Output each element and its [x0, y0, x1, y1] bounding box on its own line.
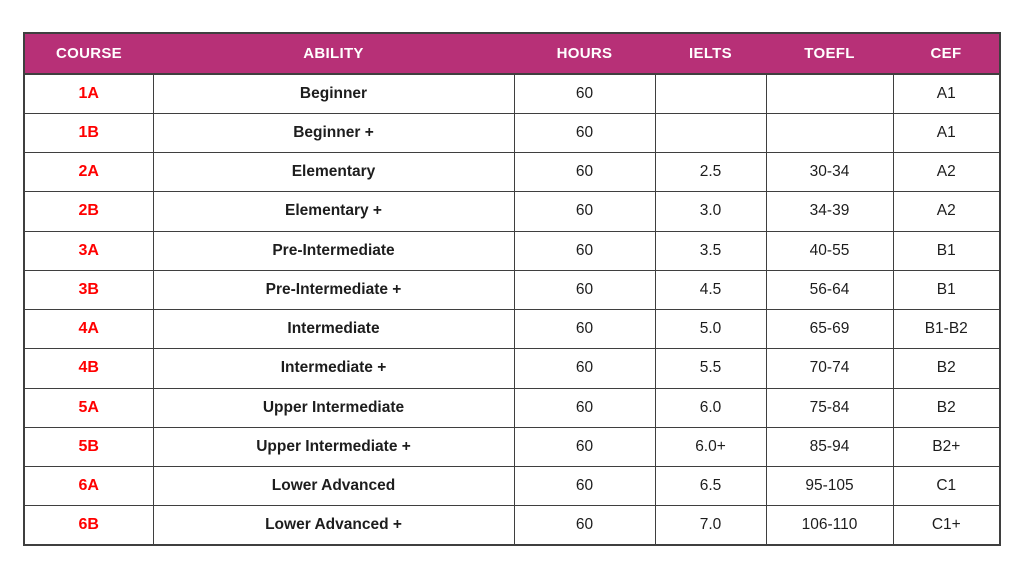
- column-header-ielts: IELTS: [655, 33, 766, 75]
- cell-4a-toefl: 65-69: [765, 308, 894, 350]
- table-row-6a: 6A Lower Advanced 60 6.5 95-105 C1: [23, 465, 1001, 507]
- cell-6a-cef: C1: [892, 465, 1001, 507]
- table-row-4b: 4B Intermediate +60 5.5 70-74 B2: [23, 348, 1001, 389]
- column-header-course: COURSE: [24, 33, 153, 75]
- cell-5a-hours: 60: [513, 387, 656, 428]
- cell-2b-course: 2B: [23, 191, 154, 232]
- cell-2a-course: 2A: [23, 151, 154, 193]
- cell-1b-ability: Beginner +: [152, 112, 515, 154]
- cell-6b-toefl: 106-110: [765, 505, 894, 546]
- cell-6b-ielts: 7.0: [654, 505, 767, 546]
- column-header-cef: CEF: [893, 33, 1000, 75]
- cell-1b-cef: A1: [892, 112, 1001, 154]
- cell-2a-ielts: 2.5: [654, 151, 767, 193]
- cell-2b-cef: A2: [892, 191, 1001, 232]
- cell-1a-course: 1A: [23, 73, 154, 114]
- cell-6a-ielts: 6.5: [654, 465, 767, 507]
- table-row-5b: 5B Upper Intermediate +60 6.0+ 85-94 B2+: [23, 426, 1001, 468]
- cell-4b-ability: Intermediate +: [152, 348, 515, 389]
- cell-3a-ielts: 3.5: [654, 230, 767, 271]
- cell-3b-hours: 60: [513, 269, 656, 311]
- cell-6b-course: 6B: [23, 505, 154, 546]
- cell-5b-hours: 60: [513, 426, 656, 468]
- cell-6b-ability: Lower Advanced +: [152, 505, 515, 546]
- cell-5a-cef: B2: [892, 387, 1001, 428]
- cell-2b-ielts: 3.0: [654, 191, 767, 232]
- cell-5b-ability: Upper Intermediate +: [152, 426, 515, 468]
- table-head: COURSE ABILITY HOURS IELTS TOEFL CEF: [24, 33, 1000, 75]
- cell-2a-toefl: 30-34: [765, 151, 894, 193]
- cell-2a-ability: Elementary: [152, 151, 515, 193]
- cell-3b-ielts: 4.5: [654, 269, 767, 311]
- table-row-3b: 3B Pre-Intermediate +60 4.5 56-64 B1: [23, 269, 1001, 311]
- cell-1a-hours: 60: [513, 73, 656, 114]
- cell-3b-toefl: 56-64: [765, 269, 894, 311]
- cell-1a-ielts: [654, 73, 767, 114]
- cell-6a-toefl: 95-105: [765, 465, 894, 507]
- cell-2b-toefl: 34-39: [765, 191, 894, 232]
- cell-3b-cef: B1: [892, 269, 1001, 311]
- cell-1a-ability: Beginner: [152, 73, 515, 114]
- cell-1b-ielts: [654, 112, 767, 154]
- cell-6a-ability: Lower Advanced: [152, 465, 515, 507]
- cell-5b-course: 5B: [23, 426, 154, 468]
- column-header-ability: ABILITY: [153, 33, 514, 75]
- table-row-2b: 2B Elementary +60 3.0 34-39 A2: [23, 191, 1001, 232]
- cell-4a-course: 4A: [23, 308, 154, 350]
- cell-4b-cef: B2: [892, 348, 1001, 389]
- cell-5b-toefl: 85-94: [765, 426, 894, 468]
- cell-6b-hours: 60: [513, 505, 656, 546]
- cell-5b-cef: B2+: [892, 426, 1001, 468]
- cell-5a-toefl: 75-84: [765, 387, 894, 428]
- column-header-toefl: TOEFL: [766, 33, 893, 75]
- table-row-6b: 6B Lower Advanced +60 7.0 106-110 C1+: [23, 505, 1001, 546]
- cell-1b-toefl: [765, 112, 894, 154]
- table-body: 1A Beginner 60 A1 1B Beginner +60 A1 2A Elementa…: [23, 73, 1001, 546]
- table-row-1a: 1A Beginner 60 A1: [23, 73, 1001, 114]
- cell-4a-hours: 60: [513, 308, 656, 350]
- cell-5b-ielts: 6.0+: [654, 426, 767, 468]
- course-levels-table: COURSE ABILITY HOURS IELTS TOEFL CEF 1A Beginn…: [23, 32, 1001, 546]
- cell-2a-hours: 60: [513, 151, 656, 193]
- cell-3a-ability: Pre-Intermediate: [152, 230, 515, 271]
- cell-5a-course: 5A: [23, 387, 154, 428]
- table-header-row: COURSE ABILITY HOURS IELTS TOEFL CEF: [24, 33, 1000, 75]
- cell-3a-toefl: 40-55: [765, 230, 894, 271]
- cell-3a-cef: B1: [892, 230, 1001, 271]
- cell-4b-toefl: 70-74: [765, 348, 894, 389]
- cell-3b-ability: Pre-Intermediate +: [152, 269, 515, 311]
- cell-2a-cef: A2: [892, 151, 1001, 193]
- cell-3a-course: 3A: [23, 230, 154, 271]
- cell-1a-toefl: [765, 73, 894, 114]
- cell-1b-hours: 60: [513, 112, 656, 154]
- cell-6a-course: 6A: [23, 465, 154, 507]
- cell-6b-cef: C1+: [892, 505, 1001, 546]
- cell-4a-ability: Intermediate: [152, 308, 515, 350]
- cell-1b-course: 1B: [23, 112, 154, 154]
- cell-1a-cef: A1: [892, 73, 1001, 114]
- cell-2b-ability: Elementary +: [152, 191, 515, 232]
- cell-2b-hours: 60: [513, 191, 656, 232]
- cell-3a-hours: 60: [513, 230, 656, 271]
- cell-3b-course: 3B: [23, 269, 154, 311]
- table-row-3a: 3A Pre-Intermediate 60 3.5 40-55 B1: [23, 230, 1001, 271]
- cell-4b-ielts: 5.5: [654, 348, 767, 389]
- cell-5a-ielts: 6.0: [654, 387, 767, 428]
- table-row-1b: 1B Beginner +60 A1: [23, 112, 1001, 154]
- cell-6a-hours: 60: [513, 465, 656, 507]
- cell-4a-ielts: 5.0: [654, 308, 767, 350]
- table-row-4a: 4A Intermediate 60 5.0 65-69 B1-B2: [23, 308, 1001, 350]
- cell-4b-course: 4B: [23, 348, 154, 389]
- table-row-5a: 5A Upper Intermediate 60 6.0 75-84 B2: [23, 387, 1001, 428]
- column-header-hours: HOURS: [514, 33, 655, 75]
- cell-5a-ability: Upper Intermediate: [152, 387, 515, 428]
- cell-4a-cef: B1-B2: [892, 308, 1001, 350]
- cell-4b-hours: 60: [513, 348, 656, 389]
- table-row-2a: 2A Elementary 60 2.5 30-34 A2: [23, 151, 1001, 193]
